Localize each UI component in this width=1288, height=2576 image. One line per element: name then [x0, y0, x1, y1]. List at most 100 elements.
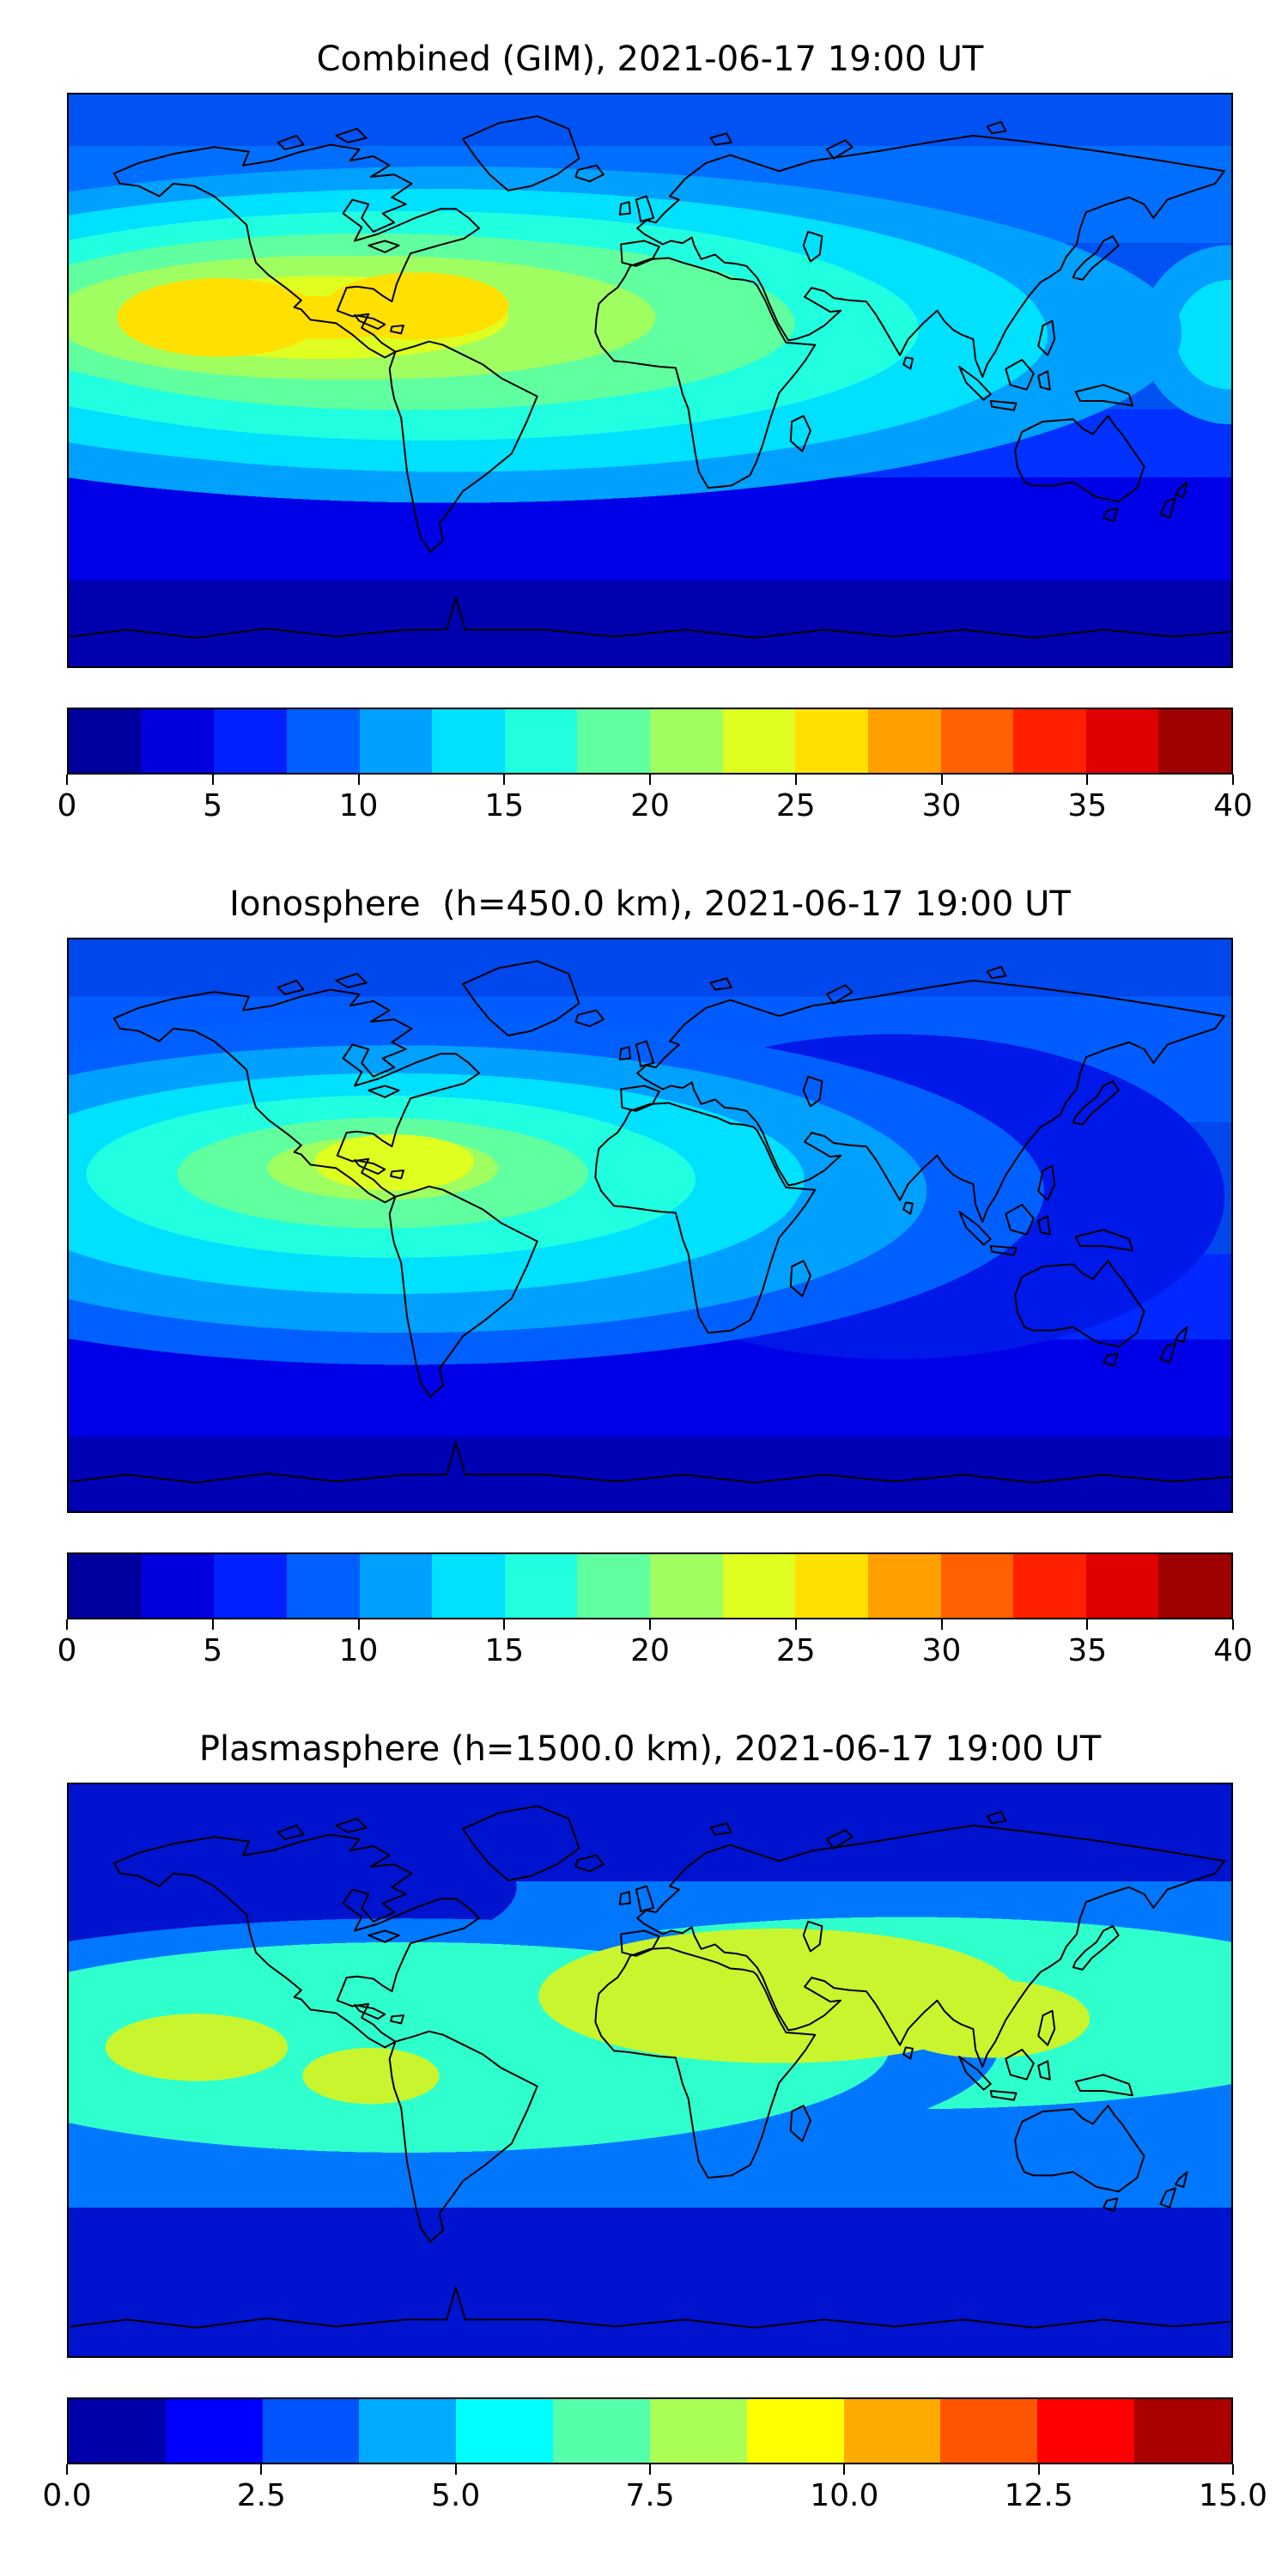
- colorbar-tick: [357, 1619, 360, 1630]
- colorbar-tick-label: 0: [57, 788, 77, 823]
- colorbar-tick: [454, 2464, 457, 2475]
- colorbar-segment: [286, 709, 360, 773]
- colorbar-tick-label: 5: [203, 1633, 223, 1668]
- colorbar-segment: [795, 709, 868, 773]
- colorbar-segment: [1013, 1554, 1086, 1618]
- colorbar-tick: [649, 775, 651, 785]
- colorbar-segment: [432, 709, 505, 773]
- world-coastlines-icon: [70, 959, 1230, 1485]
- colorbar-segment: [722, 1554, 796, 1618]
- colorbar-segment: [165, 2399, 263, 2463]
- colorbar-segment: [69, 2399, 166, 2463]
- colorbar-tick: [1232, 775, 1234, 785]
- colorbar-tick: [66, 775, 68, 785]
- colorbar-tick: [1232, 2464, 1234, 2475]
- colorbar-tick: [649, 1619, 651, 1630]
- colorbar-segment: [1158, 1554, 1231, 1618]
- colorbar-segment: [722, 709, 796, 773]
- colorbar-segment: [286, 1554, 360, 1618]
- colorbar-segment: [1134, 2399, 1231, 2463]
- colorbar-tick: [843, 2464, 846, 2475]
- colorbar-tick-label: 30: [921, 788, 962, 823]
- colorbar-tick-label: 5.0: [431, 2478, 481, 2513]
- colorbar-plasmasphere: [67, 2397, 1233, 2464]
- world-coastlines-icon: [70, 1804, 1230, 2330]
- colorbar-segment: [504, 1554, 578, 1618]
- colorbar-ticks-plasmasphere: 0.0 2.5 5.0 7.5 10.0 12.5 15.0: [42, 2464, 1267, 2526]
- colorbar-segment: [262, 2399, 360, 2463]
- tec-map-plasmasphere: [67, 1783, 1233, 2358]
- colorbar-tick-label: 10.0: [810, 2478, 879, 2513]
- colorbar-segment: [359, 1554, 433, 1618]
- colorbar-segment: [577, 709, 650, 773]
- colorbar-tick-label: 20: [630, 788, 670, 823]
- colorbar-tick: [260, 2464, 263, 2475]
- colorbar-tick: [1232, 1619, 1234, 1630]
- tec-map-combined: [67, 93, 1233, 668]
- colorbar-tick-label: 15: [484, 788, 525, 823]
- colorbar-tick: [503, 1619, 506, 1630]
- colorbar-segment: [214, 1554, 287, 1618]
- colorbar-segment: [1158, 709, 1231, 773]
- colorbar-segment: [867, 709, 941, 773]
- colorbar-tick: [357, 775, 360, 785]
- colorbar-tick-label: 40: [1213, 788, 1253, 823]
- panel-title-ionosphere: Ionosphere (h=450.0 km), 2021-06-17 19:0…: [229, 884, 1071, 924]
- colorbar-tick-label: 12.5: [1004, 2478, 1073, 2513]
- colorbar-tick: [940, 1619, 943, 1630]
- colorbar-tick-label: 5: [203, 788, 223, 823]
- colorbar-segment: [1037, 2399, 1135, 2463]
- colorbar-segment: [843, 2399, 941, 2463]
- tec-map-ionosphere: [67, 938, 1233, 1513]
- colorbar-tick-label: 2.5: [236, 2478, 286, 2513]
- panel-ionosphere: Ionosphere (h=450.0 km), 2021-06-17 19:0…: [0, 836, 1288, 1681]
- colorbar-tick-label: 20: [630, 1633, 670, 1668]
- colorbar-segment: [940, 1554, 1014, 1618]
- colorbar-segment: [214, 709, 287, 773]
- colorbar-tick: [1086, 775, 1089, 785]
- panel-title-plasmasphere: Plasmasphere (h=1500.0 km), 2021-06-17 1…: [198, 1729, 1102, 1769]
- colorbar-segment: [432, 1554, 505, 1618]
- colorbar-segment: [1013, 709, 1086, 773]
- colorbar-segment: [940, 2399, 1038, 2463]
- colorbar-segment: [553, 2399, 650, 2463]
- colorbar-tick: [794, 1619, 797, 1630]
- colorbar-tick-label: 0: [57, 1633, 77, 1668]
- colorbar-tick-label: 25: [775, 1633, 816, 1668]
- panel-plasmasphere: Plasmasphere (h=1500.0 km), 2021-06-17 1…: [0, 1681, 1288, 2526]
- colorbar-segment: [359, 2399, 457, 2463]
- colorbar-tick: [211, 1619, 214, 1630]
- colorbar-segment: [504, 709, 578, 773]
- colorbar-tick: [66, 2464, 68, 2475]
- colorbar-segment: [1085, 1554, 1159, 1618]
- colorbar-tick-label: 35: [1067, 1633, 1108, 1668]
- colorbar-segment: [649, 2399, 747, 2463]
- colorbar-tick: [1086, 1619, 1089, 1630]
- colorbar-ionosphere: [67, 1552, 1233, 1619]
- colorbar-segment: [577, 1554, 650, 1618]
- panel-combined-gim: Combined (GIM), 2021-06-17 19:00 UT 0 5 10…: [0, 0, 1288, 836]
- colorbar-tick-label: 15: [484, 1633, 525, 1668]
- colorbar-segment: [359, 709, 433, 773]
- colorbar-segment: [867, 1554, 941, 1618]
- colorbar-segment: [141, 1554, 215, 1618]
- colorbar-segment: [940, 709, 1014, 773]
- colorbar-tick-label: 25: [775, 788, 816, 823]
- world-coastlines-icon: [70, 114, 1230, 640]
- colorbar-tick-label: 40: [1213, 1633, 1253, 1668]
- colorbar-tick: [211, 775, 214, 785]
- colorbar-tick: [794, 775, 797, 785]
- colorbar-ticks-combined: 0 5 10 15 20 25 30 35 40: [58, 775, 1253, 836]
- panel-title-combined: Combined (GIM), 2021-06-17 19:00 UT: [316, 39, 984, 79]
- colorbar-tick-label: 7.5: [625, 2478, 675, 2513]
- colorbar-segment: [746, 2399, 844, 2463]
- colorbar-segment: [69, 709, 142, 773]
- colorbar-segment: [650, 709, 723, 773]
- colorbar-tick-label: 10: [338, 1633, 379, 1668]
- colorbar-segment: [141, 709, 215, 773]
- colorbar-tick: [1037, 2464, 1040, 2475]
- colorbar-tick-label: 35: [1067, 788, 1108, 823]
- colorbar-segment: [69, 1554, 142, 1618]
- colorbar-tick-label: 0.0: [42, 2478, 92, 2513]
- colorbar-tick: [503, 775, 506, 785]
